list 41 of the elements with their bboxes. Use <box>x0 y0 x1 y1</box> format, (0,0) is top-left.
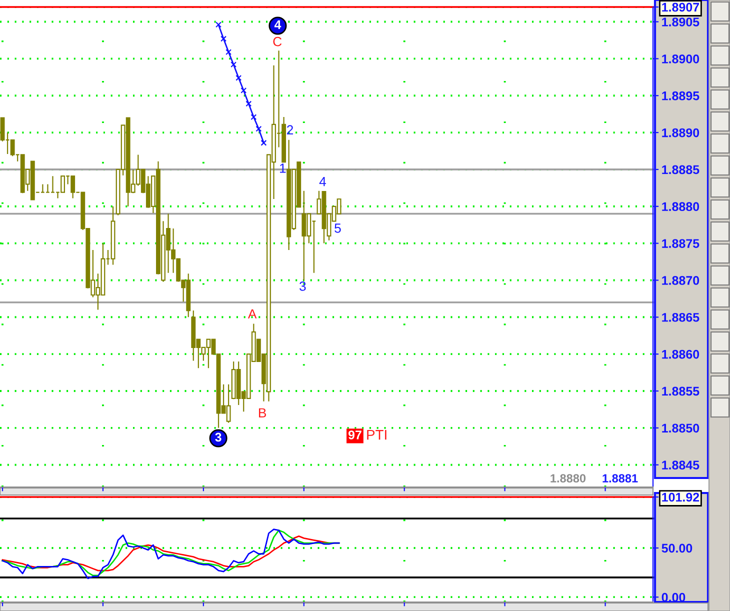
point <box>230 62 237 68</box>
y-tick-label: 1.8907 <box>662 2 700 12</box>
candlestick <box>110 206 116 266</box>
point <box>220 36 227 42</box>
annotation: 2 <box>286 125 294 134</box>
y-tick-label: 1.8870 <box>662 276 700 285</box>
y-tick-label: 50.00 <box>662 544 692 553</box>
point <box>240 87 247 94</box>
point <box>246 100 252 107</box>
annotation: B <box>258 408 266 418</box>
annotation: 4 <box>274 20 282 29</box>
point <box>256 126 262 132</box>
annotation: PTI <box>367 430 386 440</box>
annotation: 4 <box>319 177 326 186</box>
y-tick-label: 1.8905 <box>662 18 700 26</box>
annotation: 1 <box>280 164 286 173</box>
annotation: 97 <box>348 430 362 440</box>
y-tick-label: 1.8860 <box>662 350 700 359</box>
point <box>236 74 242 81</box>
y-tick-label: 1.8890 <box>662 128 700 138</box>
annotation: 5 <box>334 224 341 233</box>
annotation: C <box>273 36 282 46</box>
y-tick-label: 1.8855 <box>662 386 700 396</box>
annotation: 3 <box>300 282 306 291</box>
y-tick-label: 1.8845 <box>662 460 700 470</box>
annotation: 3 <box>215 432 222 442</box>
y-tick-label: 1.8880 <box>662 202 700 212</box>
annotation: A <box>248 309 257 318</box>
point <box>226 49 232 56</box>
annotation: 1.8880 <box>550 474 586 482</box>
y-tick-label: 1.8850 <box>662 424 700 433</box>
y-tick-label: 1.8895 <box>662 91 700 100</box>
point <box>216 22 222 28</box>
point <box>250 114 257 120</box>
y-tick-label: 1.8875 <box>662 239 700 248</box>
y-tick-label: 1.8865 <box>662 312 700 322</box>
y-tick-label: 1.8900 <box>662 54 700 64</box>
point <box>260 140 267 146</box>
annotation: 1.8881 <box>602 474 638 482</box>
y-tick-label: 101.92 <box>662 492 700 502</box>
y-tick-label: 1.8885 <box>662 165 700 174</box>
